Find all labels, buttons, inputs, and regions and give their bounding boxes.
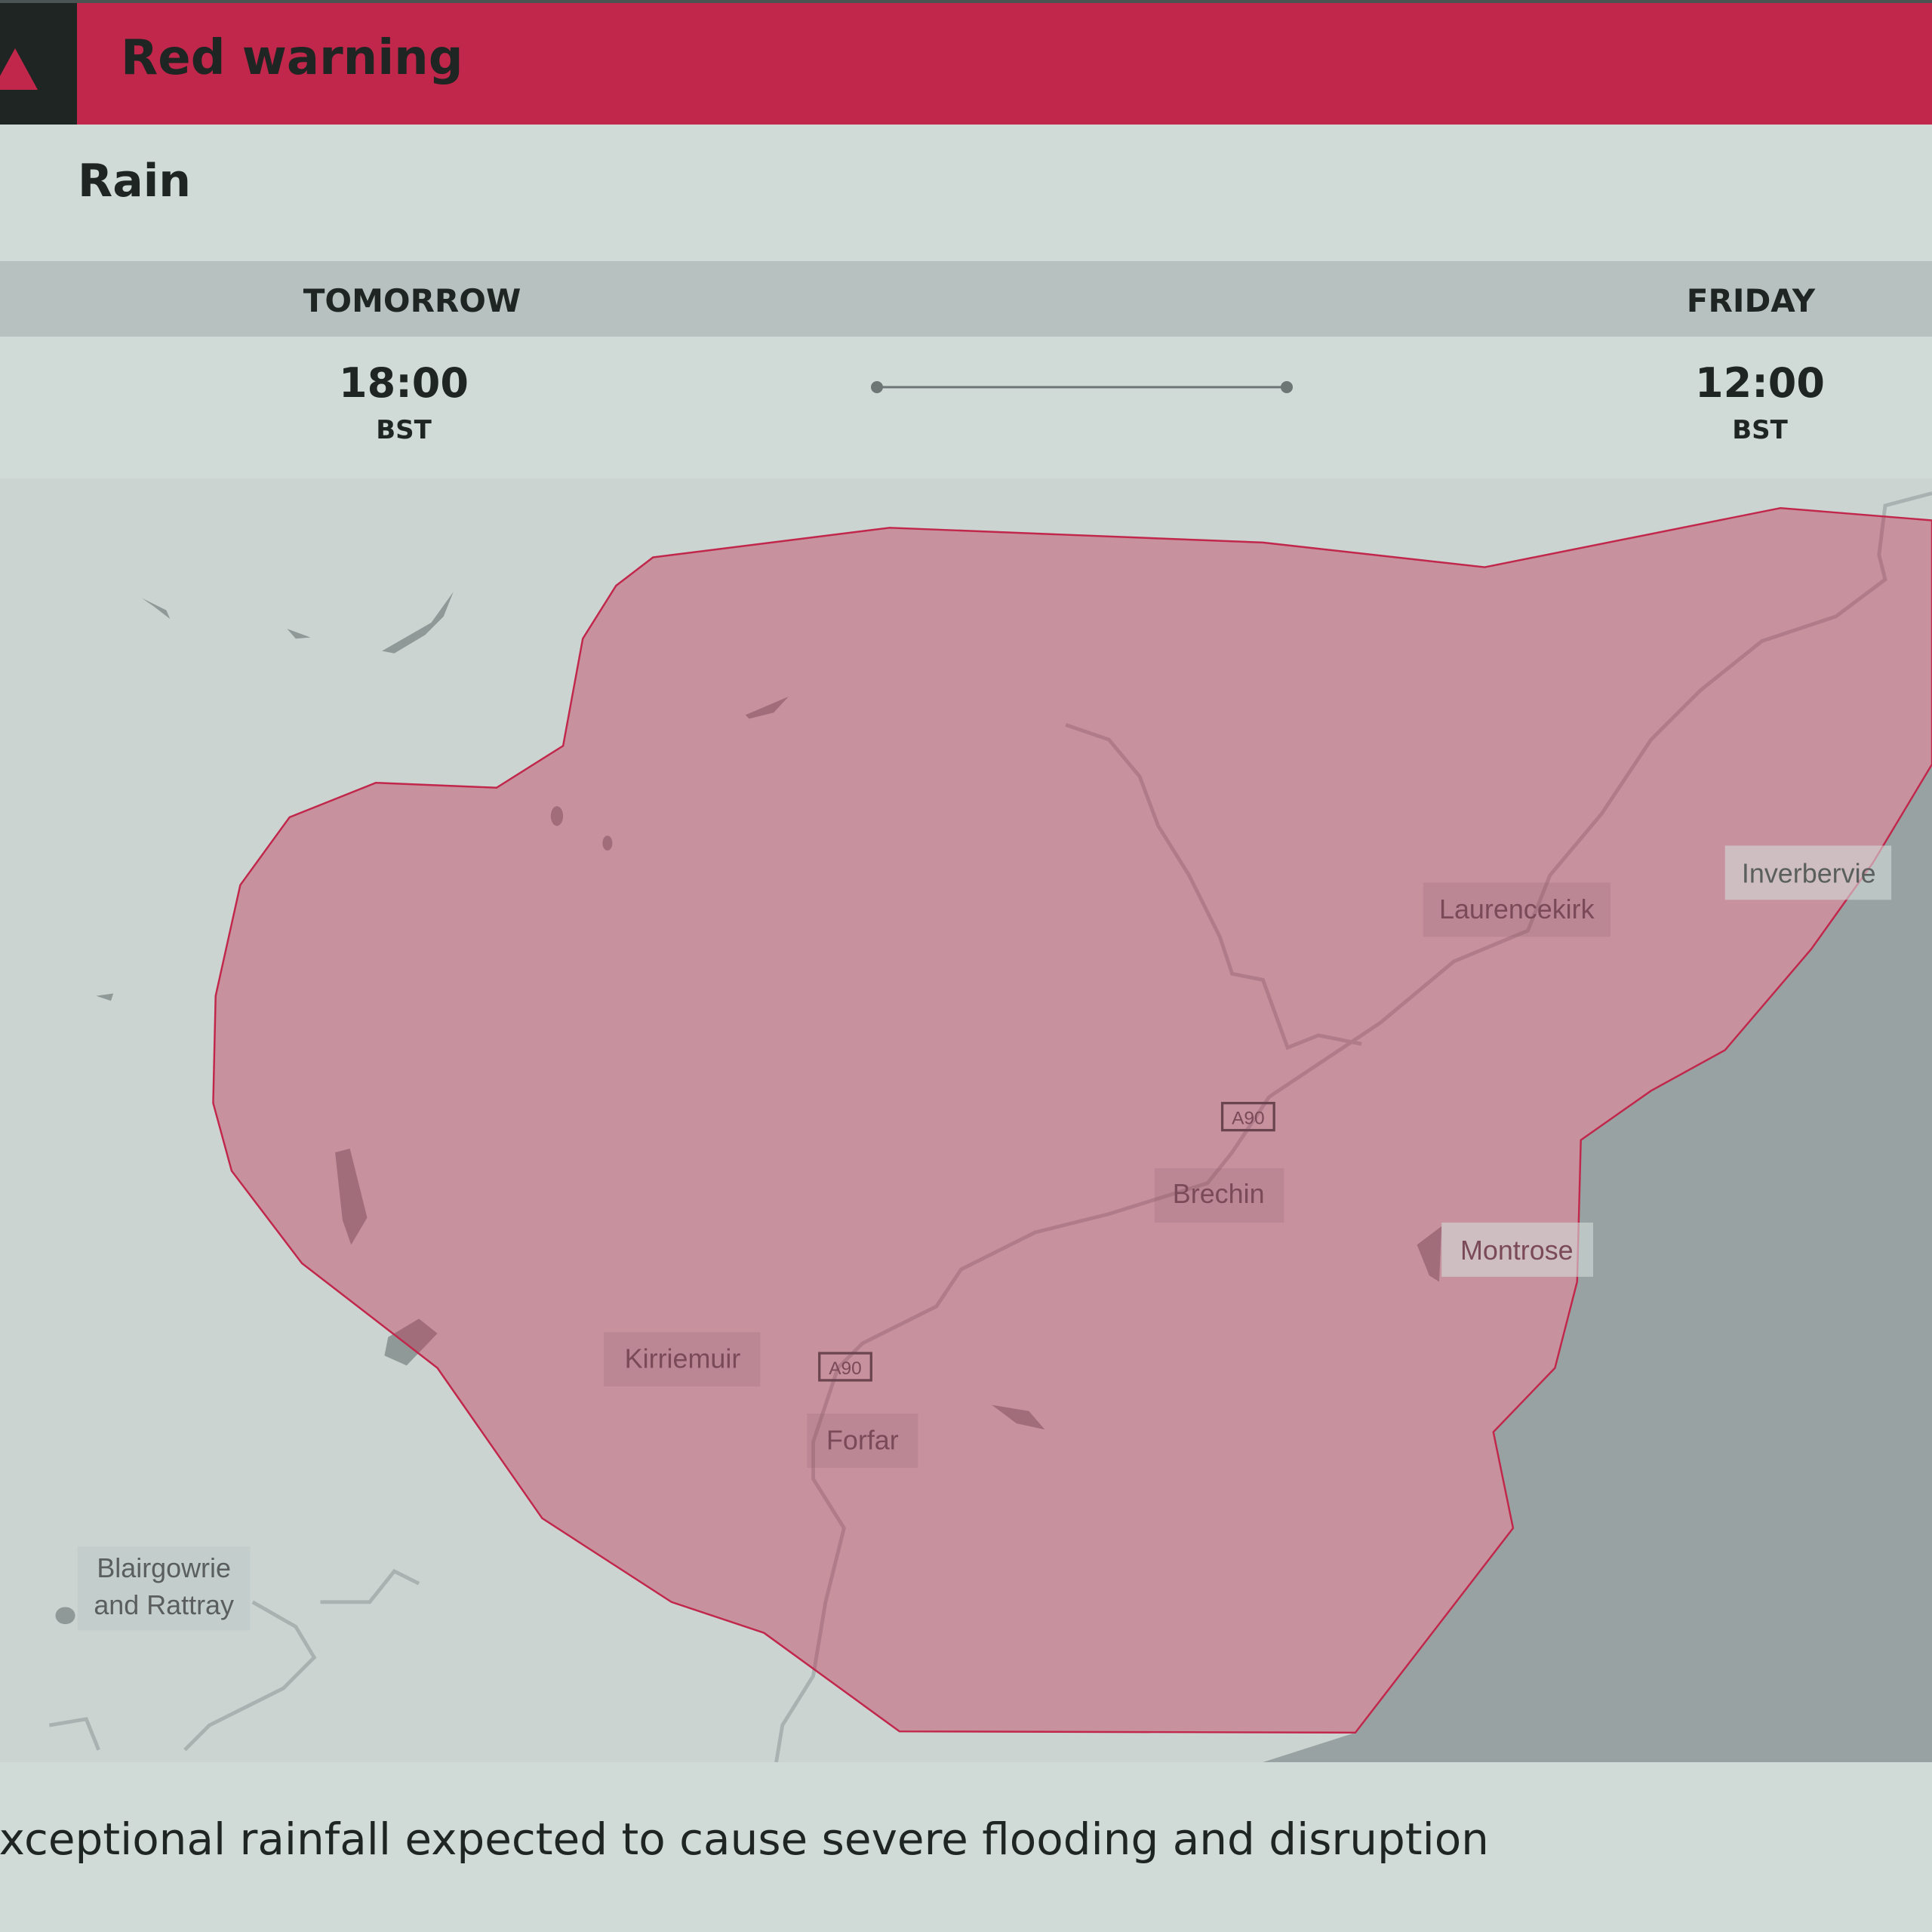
sea <box>1263 764 1932 1762</box>
svg-text:A90: A90 <box>829 1358 862 1379</box>
place-label-kirriemuir: Kirriemuir <box>604 1332 761 1387</box>
svg-text:Inverbervie: Inverbervie <box>1742 857 1876 888</box>
warning-level-title: Red warning <box>121 30 463 86</box>
red-warning-area[interactable] <box>212 506 1932 1734</box>
road-shield-a90: A90 <box>1220 1102 1275 1132</box>
start-timezone: BST <box>376 415 432 445</box>
warning-description: Exceptional rainfall expected to cause s… <box>0 1814 1489 1865</box>
svg-text:Forfar: Forfar <box>826 1424 899 1455</box>
top-border <box>0 0 1932 3</box>
end-day: FRIDAY <box>1686 282 1816 319</box>
end-time: 12:00 <box>1695 359 1825 407</box>
warning-header: Red warning <box>0 3 1932 125</box>
place-label-inverbervie: Inverbervie <box>1724 845 1892 900</box>
svg-text:Brechin: Brechin <box>1173 1178 1265 1209</box>
start-time: 18:00 <box>339 359 469 407</box>
svg-text:Montrose: Montrose <box>1460 1235 1574 1266</box>
timeline-connector <box>871 381 1293 393</box>
days-row: TOMORROW FRIDAY <box>0 261 1932 337</box>
warning-type-row: Rain <box>0 125 1932 261</box>
svg-text:Kirriemuir: Kirriemuir <box>625 1343 741 1374</box>
description-row: Exceptional rainfall expected to cause s… <box>0 1762 1932 1932</box>
end-timezone: BST <box>1732 415 1788 445</box>
lochs <box>55 592 1442 1625</box>
place-label-brechin: Brechin <box>1154 1168 1284 1223</box>
svg-text:and Rattray: and Rattray <box>94 1589 234 1620</box>
place-label-blairgowrie: Blairgowrie and Rattray <box>77 1546 251 1631</box>
svg-text:Blairgowrie: Blairgowrie <box>97 1552 231 1583</box>
place-label-laurencekirk: Laurencekirk <box>1423 882 1611 937</box>
road-shield-a90: A90 <box>818 1352 872 1382</box>
start-day: TOMORROW <box>303 282 521 319</box>
svg-text:Laurencekirk: Laurencekirk <box>1439 894 1595 924</box>
place-label-montrose: Montrose <box>1441 1222 1594 1277</box>
place-label-forfar: Forfar <box>807 1414 918 1468</box>
warning-map[interactable]: A90 A90 Laurencekirk Inverbervie Brechin… <box>0 478 1932 1763</box>
warning-triangle-icon <box>0 3 77 125</box>
warning-type: Rain <box>78 155 191 208</box>
svg-text:A90: A90 <box>1232 1108 1265 1128</box>
times-row: 18:00 BST 12:00 BST <box>0 337 1932 478</box>
roads <box>48 491 1932 1763</box>
